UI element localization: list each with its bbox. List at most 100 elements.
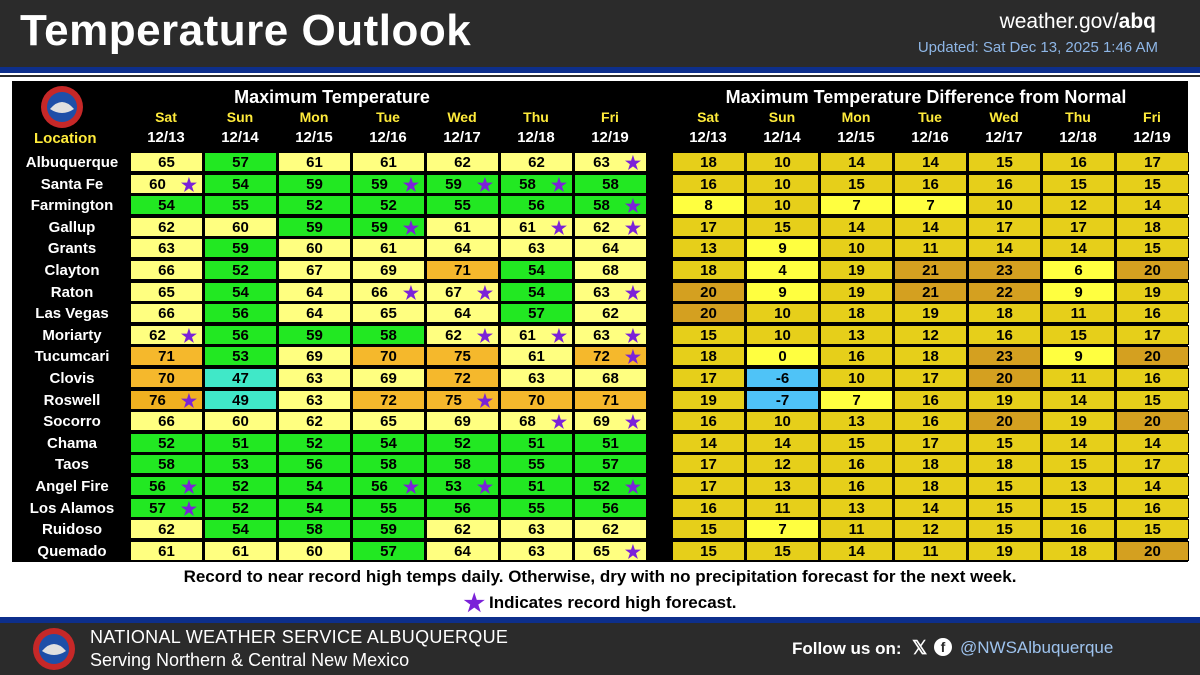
date-header: 12/15 [295, 129, 333, 146]
max-temp-value: 68 [602, 370, 619, 387]
max-temp-value: 52 [158, 434, 175, 452]
max-temp-value: 60 [232, 413, 249, 431]
diff-cell: 10 [820, 368, 893, 388]
x-social-icon[interactable]: 𝕏 [912, 638, 928, 659]
max-temp-value: 59 [371, 175, 388, 193]
diff-cell: 15 [968, 497, 1041, 518]
diff-cell: 16 [968, 324, 1041, 345]
forecast-note: Record to near record high temps daily. … [183, 567, 1017, 586]
record-star-icon: ★ [550, 325, 567, 346]
max-temp-value: 54 [306, 478, 323, 495]
social-handle[interactable]: @NWSAlbuquerque [960, 638, 1114, 657]
max-temp-cell: 63 [278, 368, 351, 388]
diff-cell: 18 [894, 476, 967, 496]
max-temp-value: 52 [454, 434, 471, 452]
diff-cell: 11 [1042, 303, 1115, 324]
diff-cell: -6 [746, 368, 819, 388]
diff-cell: 20 [1116, 540, 1189, 561]
service-area: Serving Northern & Central New Mexico [90, 650, 410, 670]
diff-cell: 20 [1116, 411, 1189, 432]
record-star-icon: ★ [180, 325, 197, 346]
max-temp-value: 59 [371, 218, 388, 236]
max-temp-value: 54 [158, 197, 175, 215]
facebook-icon[interactable]: f [934, 638, 952, 656]
max-temp-cell: 60 [204, 411, 277, 432]
diff-cell: 14 [1042, 432, 1115, 453]
max-temp-value: 56 [306, 456, 323, 474]
max-temp-value: 63 [528, 521, 545, 539]
diff-cell: 14 [968, 238, 1041, 259]
office-name: NATIONAL WEATHER SERVICE ALBUQUERQUE [90, 627, 509, 647]
max-temp-value: 62 [306, 413, 323, 431]
diff-cell: 7 [746, 519, 819, 540]
max-temp-value: 63 [593, 283, 610, 301]
diff-cell: 19 [968, 389, 1041, 410]
diff-cell: 16 [672, 173, 745, 194]
day-header: Tue [918, 109, 942, 125]
max-temp-value: 71 [158, 348, 175, 366]
max-temp-value: 75 [454, 348, 471, 366]
max-temp-cell: 56 [204, 324, 277, 345]
max-temp-value: 52 [380, 197, 397, 215]
max-temp-value: 72 [593, 348, 610, 366]
max-temp-value: 63 [593, 326, 610, 344]
location-name: Farmington [30, 197, 114, 215]
day-header: Wed [989, 109, 1019, 125]
diff-cell: 15 [968, 432, 1041, 453]
max-temp-value: 68 [602, 262, 619, 279]
diff-cell: 10 [746, 411, 819, 432]
diff-cell: 16 [1116, 368, 1189, 388]
max-temp-value: 52 [306, 434, 323, 452]
max-temp-cell: 57 [500, 303, 573, 324]
max-temp-cell: 72 [352, 389, 425, 410]
record-star-icon: ★ [476, 174, 493, 195]
location-name: Santa Fe [40, 175, 104, 193]
diff-cell: 17 [672, 454, 745, 475]
max-temp-cell: 55 [426, 195, 499, 216]
max-temp-cell: 52 [278, 195, 351, 216]
diff-cell: 11 [894, 540, 967, 561]
max-temp-cell: 66 [130, 411, 203, 432]
max-temp-value: 58 [158, 456, 175, 474]
site-office: abq [1118, 10, 1156, 33]
max-temp-value: 76 [149, 391, 166, 409]
diff-cell: 17 [672, 368, 745, 388]
location-name: Moriarty [42, 326, 102, 344]
diff-cell: 15 [1116, 519, 1189, 540]
max-temp-cell: 62 ★ [426, 324, 499, 346]
max-temp-cell: 51 [574, 432, 647, 453]
diff-cell: 15 [1042, 497, 1115, 518]
site-link[interactable]: weather.gov/abq [1000, 10, 1156, 34]
follow-label: Follow us on: [792, 639, 902, 658]
max-temp-value: 56 [232, 326, 249, 344]
max-temp-value: 52 [593, 478, 610, 495]
day-header: Thu [523, 109, 549, 125]
max-temp-value: 55 [528, 499, 545, 517]
max-temp-cell: 59 [278, 216, 351, 237]
max-temp-cell: 58 [426, 454, 499, 475]
diff-cell: 17 [894, 432, 967, 453]
max-temp-value: 60 [306, 240, 323, 258]
max-temp-cell: 49 [204, 389, 277, 410]
day-header: Sat [697, 109, 719, 125]
max-temp-cell: 70 [352, 346, 425, 367]
max-temp-cell: 62 [278, 411, 351, 432]
date-header: 12/15 [837, 129, 875, 146]
diff-cell: 19 [1042, 411, 1115, 432]
max-temp-value: 71 [602, 391, 619, 409]
diff-cell: 10 [746, 195, 819, 216]
max-temp-value: 61 [454, 218, 471, 236]
max-temp-heading: Maximum Temperature [234, 87, 430, 107]
max-temp-cell: 68 [574, 368, 647, 388]
date-header: 12/14 [763, 129, 801, 146]
max-temp-value: 56 [602, 499, 619, 517]
header: Temperature Outlook weather.gov/abq Upda… [0, 0, 1200, 68]
max-temp-value: 56 [454, 499, 471, 517]
diff-cell: 14 [820, 216, 893, 237]
max-temp-value: 58 [380, 456, 397, 474]
max-temp-value: 62 [593, 218, 610, 236]
max-temp-cell: 63 [130, 238, 203, 259]
max-temp-cell: 63 [500, 540, 573, 561]
max-temp-value: 61 [519, 218, 536, 236]
